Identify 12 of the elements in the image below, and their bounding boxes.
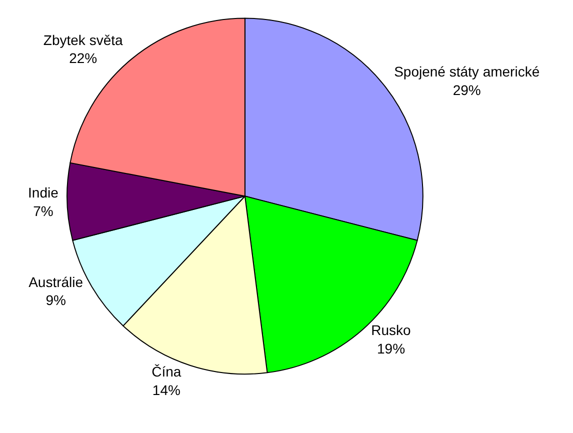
- data-label: 29%: [452, 82, 481, 98]
- slice-label: Zbytek světa: [43, 32, 123, 48]
- data-label: 9%: [46, 292, 66, 308]
- data-label: 7%: [33, 202, 54, 219]
- slice-label: Spojené státy americké: [394, 64, 540, 80]
- data-label: 22%: [69, 50, 98, 66]
- slice-label: Rusko: [371, 322, 412, 338]
- data-label: 14%: [152, 382, 180, 398]
- data-label: 19%: [376, 340, 406, 356]
- slice-label: Austrálie: [28, 274, 84, 290]
- slice-label: Čína: [152, 364, 182, 380]
- slice-label: Indie: [28, 184, 59, 201]
